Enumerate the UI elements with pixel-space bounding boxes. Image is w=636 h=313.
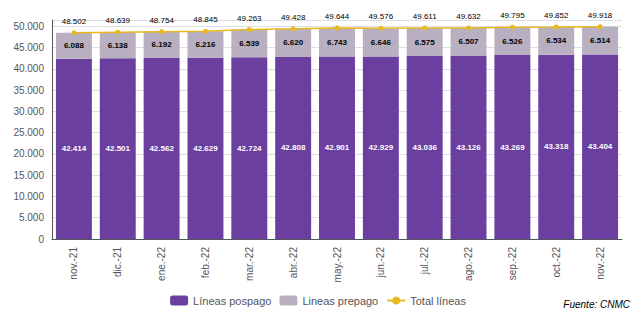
- svg-text:may.-22: may.-22: [332, 247, 343, 283]
- svg-text:48.639: 48.639: [106, 16, 131, 25]
- svg-text:6.216: 6.216: [195, 40, 216, 49]
- svg-text:10.000: 10.000: [13, 191, 44, 202]
- svg-text:Fuente: CNMC: Fuente: CNMC: [563, 299, 630, 310]
- svg-text:dic.-21: dic.-21: [112, 247, 123, 277]
- svg-text:30.000: 30.000: [13, 106, 44, 117]
- svg-text:49.428: 49.428: [281, 13, 306, 22]
- svg-text:6.526: 6.526: [502, 37, 523, 46]
- svg-text:42.724: 42.724: [237, 144, 262, 153]
- svg-text:43.269: 43.269: [500, 143, 525, 152]
- svg-text:oct.-22: oct.-22: [551, 247, 562, 278]
- svg-text:nov.-22: nov.-22: [595, 247, 606, 280]
- svg-text:48.754: 48.754: [149, 16, 174, 25]
- svg-text:25.000: 25.000: [13, 127, 44, 138]
- svg-text:jul.-22: jul.-22: [419, 247, 430, 276]
- svg-text:6.192: 6.192: [152, 40, 173, 49]
- svg-text:6.138: 6.138: [108, 41, 129, 50]
- svg-text:ene.-22: ene.-22: [156, 247, 167, 281]
- svg-text:42.901: 42.901: [325, 143, 350, 152]
- svg-text:6.743: 6.743: [327, 38, 348, 47]
- svg-text:6.575: 6.575: [415, 38, 436, 47]
- svg-text:42.414: 42.414: [62, 144, 87, 153]
- svg-text:6.539: 6.539: [239, 39, 260, 48]
- svg-text:Total líneas: Total líneas: [410, 295, 466, 307]
- svg-text:43.036: 43.036: [412, 143, 437, 152]
- svg-text:43.404: 43.404: [588, 142, 613, 151]
- svg-text:42.929: 42.929: [369, 143, 394, 152]
- svg-text:0: 0: [38, 234, 44, 245]
- svg-text:15.000: 15.000: [13, 170, 44, 181]
- svg-text:49.611: 49.611: [413, 12, 437, 21]
- svg-text:sep.-22: sep.-22: [507, 247, 518, 281]
- svg-text:6.646: 6.646: [371, 38, 392, 47]
- svg-text:6.507: 6.507: [459, 37, 480, 46]
- svg-text:20.000: 20.000: [13, 148, 44, 159]
- svg-text:abr.-22: abr.-22: [288, 247, 299, 279]
- svg-text:49.576: 49.576: [369, 12, 394, 21]
- svg-text:5.000: 5.000: [19, 212, 44, 223]
- svg-text:42.629: 42.629: [193, 144, 218, 153]
- svg-text:nov.-21: nov.-21: [68, 247, 79, 280]
- svg-text:49.852: 49.852: [544, 11, 569, 20]
- svg-text:ago.-22: ago.-22: [463, 247, 474, 281]
- svg-text:Lineas prepago: Lineas prepago: [302, 295, 378, 307]
- svg-text:43.126: 43.126: [456, 143, 481, 152]
- svg-text:Líneas pospago: Líneas pospago: [193, 295, 271, 307]
- svg-text:6.088: 6.088: [64, 41, 85, 50]
- svg-text:jun.-22: jun.-22: [375, 247, 386, 279]
- svg-text:35.000: 35.000: [13, 85, 44, 96]
- svg-text:6.620: 6.620: [283, 38, 304, 47]
- svg-text:45.000: 45.000: [13, 42, 44, 53]
- svg-text:49.918: 49.918: [588, 11, 613, 20]
- svg-text:42.562: 42.562: [149, 144, 174, 153]
- svg-text:43.318: 43.318: [544, 142, 569, 151]
- svg-text:48.502: 48.502: [62, 17, 87, 26]
- svg-text:50.000: 50.000: [13, 21, 44, 32]
- svg-text:49.644: 49.644: [325, 12, 350, 21]
- svg-text:6.534: 6.534: [546, 36, 567, 45]
- svg-text:49.263: 49.263: [237, 14, 262, 23]
- svg-text:40.000: 40.000: [13, 63, 44, 74]
- svg-text:49.632: 49.632: [456, 12, 481, 21]
- svg-text:49.795: 49.795: [500, 11, 525, 20]
- svg-text:42.501: 42.501: [106, 144, 131, 153]
- svg-text:48.845: 48.845: [193, 15, 218, 24]
- svg-text:mar.-22: mar.-22: [244, 247, 255, 281]
- svg-text:42.808: 42.808: [281, 143, 306, 152]
- svg-text:feb.-22: feb.-22: [200, 247, 211, 279]
- svg-text:6.514: 6.514: [590, 36, 611, 45]
